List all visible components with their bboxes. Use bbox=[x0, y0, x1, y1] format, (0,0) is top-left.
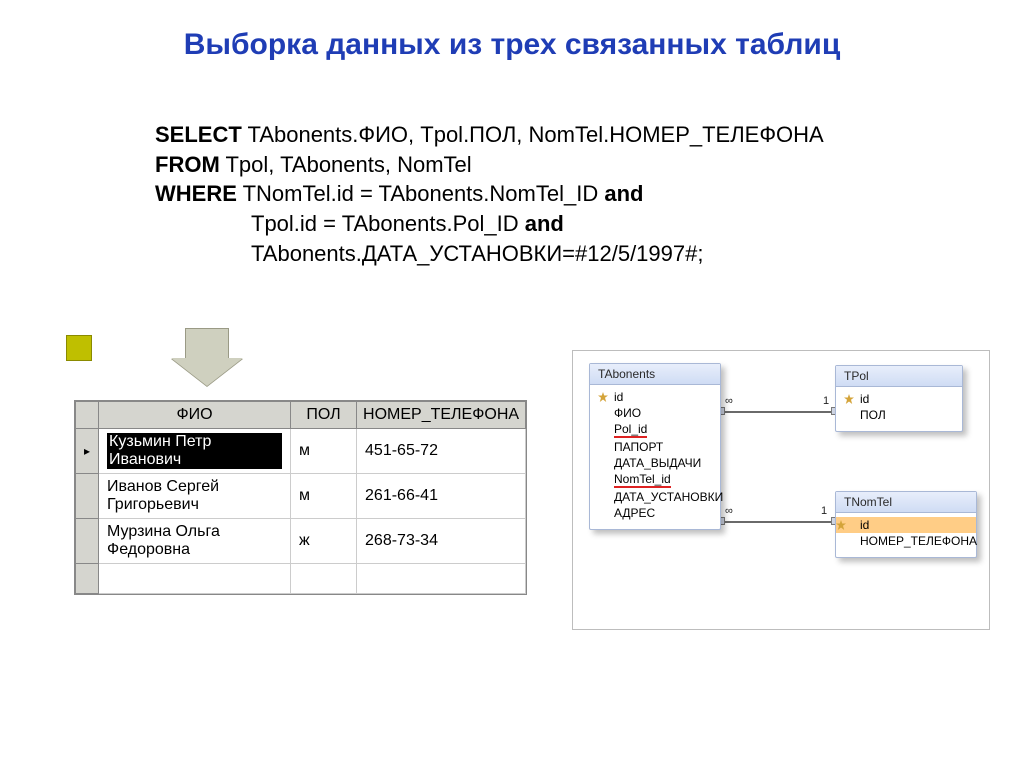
slide-title: Выборка данных из трех связанных таблиц bbox=[0, 0, 1024, 72]
er-cardinality-one: 1 bbox=[823, 395, 829, 407]
cell-pol: м bbox=[291, 429, 357, 474]
cell-pol: м bbox=[291, 474, 357, 519]
row-marker bbox=[76, 474, 99, 519]
sql-query: SELECT TAbonents.ФИО, Tpol.ПОЛ, NomTel.Н… bbox=[155, 120, 934, 268]
table-row: Мурзина Ольга Федоровна ж 268-73-34 bbox=[76, 519, 526, 564]
er-field: ФИО bbox=[598, 405, 712, 421]
down-arrow-icon bbox=[185, 328, 243, 386]
er-field-fk: NomTel_id bbox=[598, 471, 712, 489]
title-bullet-icon bbox=[66, 335, 92, 361]
cell-tel: 268-73-34 bbox=[357, 519, 526, 564]
cell-fio: Кузьмин Петр Иванович bbox=[99, 429, 291, 474]
er-cardinality-one: 1 bbox=[821, 505, 827, 517]
er-field: ПАПОРТ bbox=[598, 439, 712, 455]
er-table-tpol: TPol id ПОЛ bbox=[835, 365, 963, 432]
er-table-tabonents: TAbonents id ФИО Pol_id ПАПОРТ ДАТА_ВЫДА… bbox=[589, 363, 721, 530]
sql-select-cols: TAbonents.ФИО, Tpol.ПОЛ, NomTel.НОМЕР_ТЕ… bbox=[242, 122, 824, 147]
er-field-key: id bbox=[836, 517, 976, 533]
sql-where-2: Tpol.id = TAbonents.Pol_ID bbox=[251, 211, 525, 236]
result-table: ФИО ПОЛ НОМЕР_ТЕЛЕФОНА ▸ Кузьмин Петр Ив… bbox=[74, 400, 527, 595]
col-header-pol: ПОЛ bbox=[291, 402, 357, 429]
row-marker: ▸ bbox=[76, 429, 99, 474]
cell-pol: ж bbox=[291, 519, 357, 564]
er-field: ДАТА_УСТАНОВКИ bbox=[598, 489, 712, 505]
table-row-empty bbox=[76, 564, 526, 594]
er-table-title: TAbonents bbox=[590, 364, 720, 385]
sql-where-1: TNomTel.id = TAbonents.NomTel_ID bbox=[237, 181, 604, 206]
sql-keyword-where: WHERE bbox=[155, 181, 237, 206]
er-cardinality-many: ∞ bbox=[725, 505, 733, 517]
sql-keyword-and-1: and bbox=[604, 181, 643, 206]
row-header-blank bbox=[76, 402, 99, 429]
er-field: ПОЛ bbox=[844, 407, 954, 423]
sql-where-3: TAbonents.ДАТА_УСТАНОВКИ=#12/5/1997#; bbox=[155, 239, 703, 269]
er-connector bbox=[779, 521, 833, 523]
er-table-title: TPol bbox=[836, 366, 962, 387]
er-cardinality-many: ∞ bbox=[725, 395, 733, 407]
cell-tel: 261-66-41 bbox=[357, 474, 526, 519]
row-marker bbox=[76, 519, 99, 564]
cell-fio: Мурзина Ольга Федоровна bbox=[99, 519, 291, 564]
er-connector bbox=[721, 411, 833, 413]
sql-keyword-and-2: and bbox=[525, 211, 564, 236]
er-connector bbox=[721, 521, 781, 523]
col-header-tel: НОМЕР_ТЕЛЕФОНА bbox=[357, 402, 526, 429]
er-diagram: 1 ∞ 1 ∞ TAbonents id ФИО Pol_id ПАПОРТ Д… bbox=[572, 350, 990, 630]
table-row: ▸ Кузьмин Петр Иванович м 451-65-72 bbox=[76, 429, 526, 474]
er-field: АДРЕС bbox=[598, 505, 712, 521]
sql-from-tables: Tpol, TAbonents, NomTel bbox=[220, 152, 472, 177]
col-header-fio: ФИО bbox=[99, 402, 291, 429]
er-field-key: id bbox=[844, 391, 954, 407]
er-field-fk: Pol_id bbox=[598, 421, 712, 439]
cell-fio: Иванов Сергей Григорьевич bbox=[99, 474, 291, 519]
sql-keyword-from: FROM bbox=[155, 152, 220, 177]
er-field: ДАТА_ВЫДАЧИ bbox=[598, 455, 712, 471]
er-table-tnomtel: TNomTel id НОМЕР_ТЕЛЕФОНА bbox=[835, 491, 977, 558]
er-field: НОМЕР_ТЕЛЕФОНА bbox=[844, 533, 968, 549]
cell-tel: 451-65-72 bbox=[357, 429, 526, 474]
er-field-key: id bbox=[598, 389, 712, 405]
table-row: Иванов Сергей Григорьевич м 261-66-41 bbox=[76, 474, 526, 519]
sql-where-2-wrap: Tpol.id = TAbonents.Pol_ID and bbox=[155, 209, 564, 239]
er-table-title: TNomTel bbox=[836, 492, 976, 513]
sql-keyword-select: SELECT bbox=[155, 122, 242, 147]
